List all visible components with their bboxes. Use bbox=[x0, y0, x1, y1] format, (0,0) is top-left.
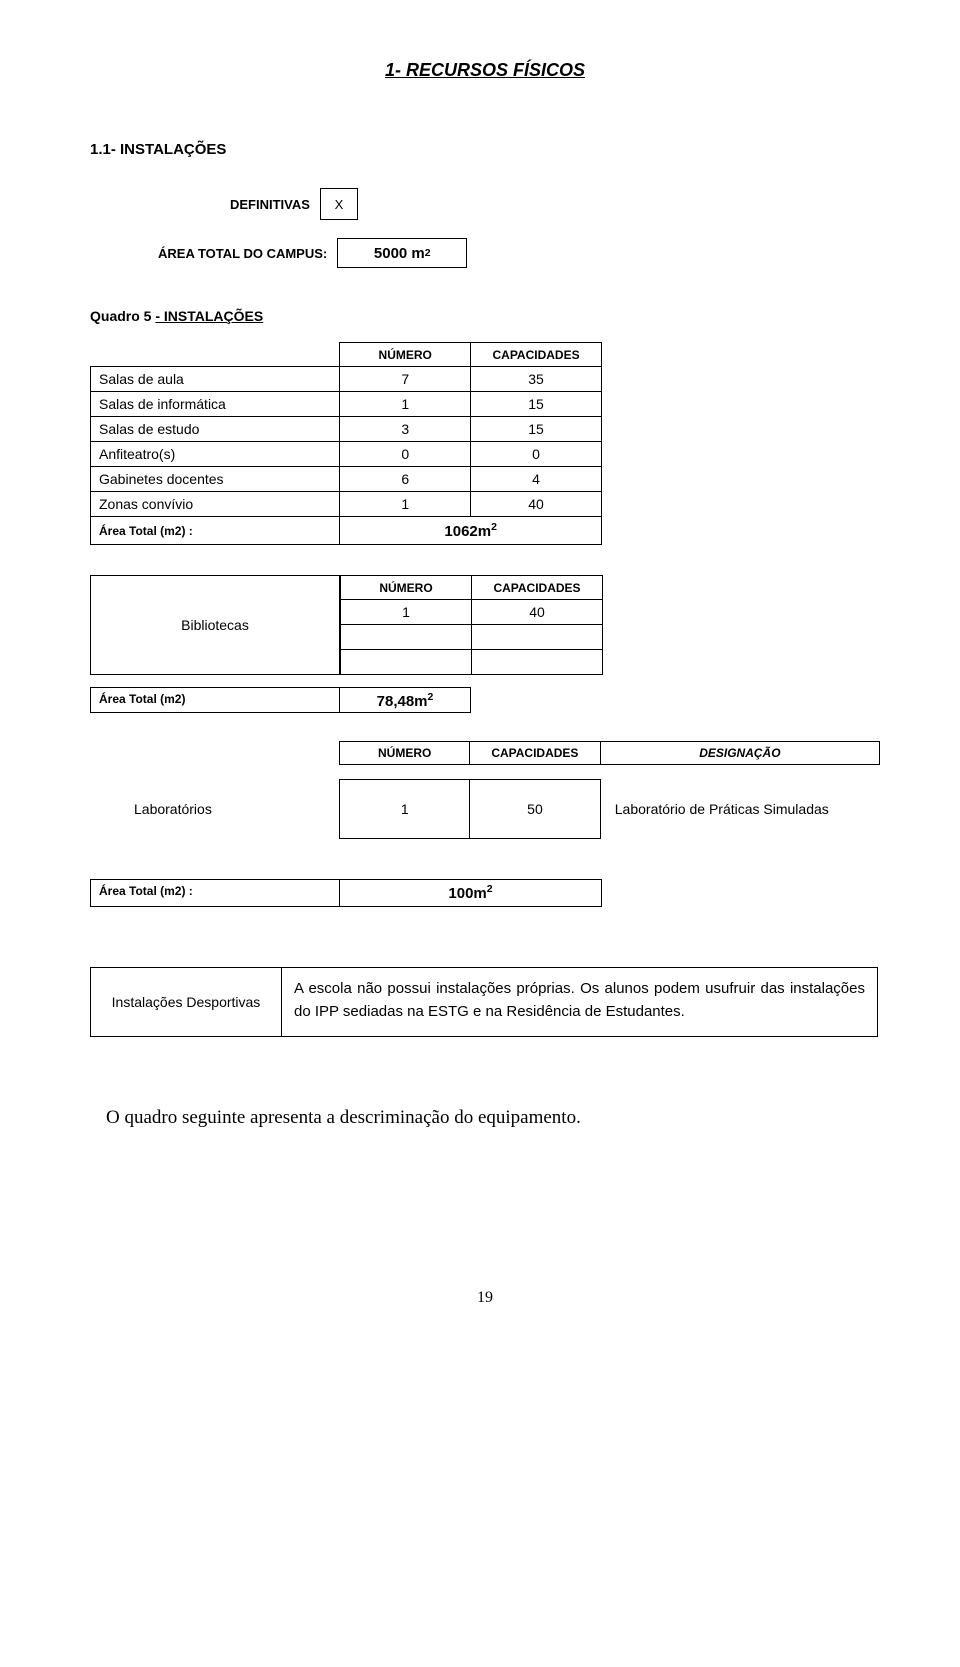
row-label: Anfiteatro(s) bbox=[91, 442, 340, 467]
row-numero: 1 bbox=[341, 600, 472, 625]
page-title: 1- RECURSOS FÍSICOS bbox=[90, 60, 880, 81]
definitivas-box: X bbox=[320, 188, 358, 220]
area-campus-sup: 2 bbox=[425, 247, 431, 259]
th-numero: NÚMERO bbox=[341, 576, 472, 600]
table-row: Salas de informática 1 15 bbox=[91, 392, 602, 417]
row-numero: 1 bbox=[340, 392, 471, 417]
area2-sup: 2 bbox=[428, 691, 434, 703]
row-cap: 4 bbox=[471, 467, 602, 492]
row-numero: 1 bbox=[340, 492, 471, 517]
area2-row: Área Total (m2) 78,48m2 bbox=[90, 687, 880, 713]
area-total-row: Área Total (m2) : 1062m2 bbox=[91, 517, 602, 545]
sport-text: A escola não possui instalações próprias… bbox=[282, 967, 878, 1037]
table-row bbox=[341, 650, 603, 675]
table-row: Zonas convívio 1 40 bbox=[91, 492, 602, 517]
labs-label: Laboratórios bbox=[90, 779, 317, 839]
labs-numero: 1 bbox=[339, 779, 470, 839]
table-row: Salas de aula 7 35 bbox=[91, 367, 602, 392]
definitivas-row: DEFINITIVAS X bbox=[230, 188, 880, 220]
instalacoes-table: NÚMERO CAPACIDADES Salas de aula 7 35 Sa… bbox=[90, 342, 602, 545]
row-label: Zonas convívio bbox=[91, 492, 340, 517]
table-row: 1 40 bbox=[341, 600, 603, 625]
area1-sup: 2 bbox=[491, 521, 497, 533]
bibliotecas-block: Bibliotecas NÚMERO CAPACIDADES 1 40 bbox=[90, 575, 880, 675]
area-total-value: 1062m2 bbox=[340, 517, 602, 545]
sport-label: Instalações Desportivas bbox=[90, 967, 282, 1037]
row-cap: 40 bbox=[471, 492, 602, 517]
row-numero: 7 bbox=[340, 367, 471, 392]
row-cap: 15 bbox=[471, 417, 602, 442]
labs-cap: 50 bbox=[470, 779, 601, 839]
row-cap: 0 bbox=[471, 442, 602, 467]
table-row bbox=[341, 625, 603, 650]
th-numero: NÚMERO bbox=[339, 741, 470, 765]
page-number: 19 bbox=[90, 1289, 880, 1307]
row-numero: 0 bbox=[340, 442, 471, 467]
table-row: Salas de estudo 3 15 bbox=[91, 417, 602, 442]
row-cap: 40 bbox=[472, 600, 603, 625]
row-numero: 3 bbox=[340, 417, 471, 442]
table-row: Gabinetes docentes 6 4 bbox=[91, 467, 602, 492]
quadro5-underline: - INSTALAÇÕES bbox=[155, 308, 263, 324]
labs-header: NÚMERO CAPACIDADES DESIGNAÇÃO bbox=[90, 741, 880, 765]
section-heading: 1.1- INSTALAÇÕES bbox=[90, 141, 880, 158]
definitivas-label: DEFINITIVAS bbox=[230, 197, 310, 212]
row-cap: 35 bbox=[471, 367, 602, 392]
area-total-value: 78,48m2 bbox=[340, 687, 471, 713]
area3-num: 100m bbox=[448, 885, 486, 902]
row-cap: 15 bbox=[471, 392, 602, 417]
th-numero: NÚMERO bbox=[340, 343, 471, 367]
area-campus-num: 5000 m bbox=[374, 245, 425, 262]
bibliotecas-table: NÚMERO CAPACIDADES 1 40 bbox=[340, 575, 603, 675]
area3-row: Área Total (m2) : 100m2 bbox=[90, 879, 880, 907]
area-campus-row: ÁREA TOTAL DO CAMPUS: 5000 m2 bbox=[158, 238, 880, 268]
labs-desc: Laboratório de Práticas Simuladas bbox=[601, 779, 880, 839]
quadro5-prefix: Quadro 5 bbox=[90, 308, 155, 324]
row-label: Gabinetes docentes bbox=[91, 467, 340, 492]
area-total-label: Área Total (m2) : bbox=[90, 879, 340, 907]
labs-row: Laboratórios 1 50 Laboratório de Prática… bbox=[90, 779, 880, 839]
table-row: Anfiteatro(s) 0 0 bbox=[91, 442, 602, 467]
area-total-label: Área Total (m2) : bbox=[91, 517, 340, 545]
area-total-label: Área Total (m2) bbox=[90, 687, 340, 713]
bibliotecas-label: Bibliotecas bbox=[90, 575, 340, 675]
th-designacao: DESIGNAÇÃO bbox=[601, 741, 880, 765]
area2-num: 78,48m bbox=[377, 693, 428, 710]
th-capacidades: CAPACIDADES bbox=[470, 741, 601, 765]
area-campus-label: ÁREA TOTAL DO CAMPUS: bbox=[158, 246, 327, 261]
row-label: Salas de aula bbox=[91, 367, 340, 392]
row-label: Salas de estudo bbox=[91, 417, 340, 442]
row-numero: 6 bbox=[340, 467, 471, 492]
area3-sup: 2 bbox=[487, 883, 493, 895]
th-capacidades: CAPACIDADES bbox=[472, 576, 603, 600]
sport-row: Instalações Desportivas A escola não pos… bbox=[90, 967, 880, 1037]
final-paragraph: O quadro seguinte apresenta a descrimina… bbox=[106, 1107, 880, 1129]
area-total-value: 100m2 bbox=[340, 879, 602, 907]
area1-num: 1062m bbox=[444, 523, 491, 540]
th-capacidades: CAPACIDADES bbox=[471, 343, 602, 367]
row-label: Salas de informática bbox=[91, 392, 340, 417]
quadro5-label: Quadro 5 - INSTALAÇÕES bbox=[90, 308, 880, 324]
area-campus-value: 5000 m2 bbox=[337, 238, 467, 268]
